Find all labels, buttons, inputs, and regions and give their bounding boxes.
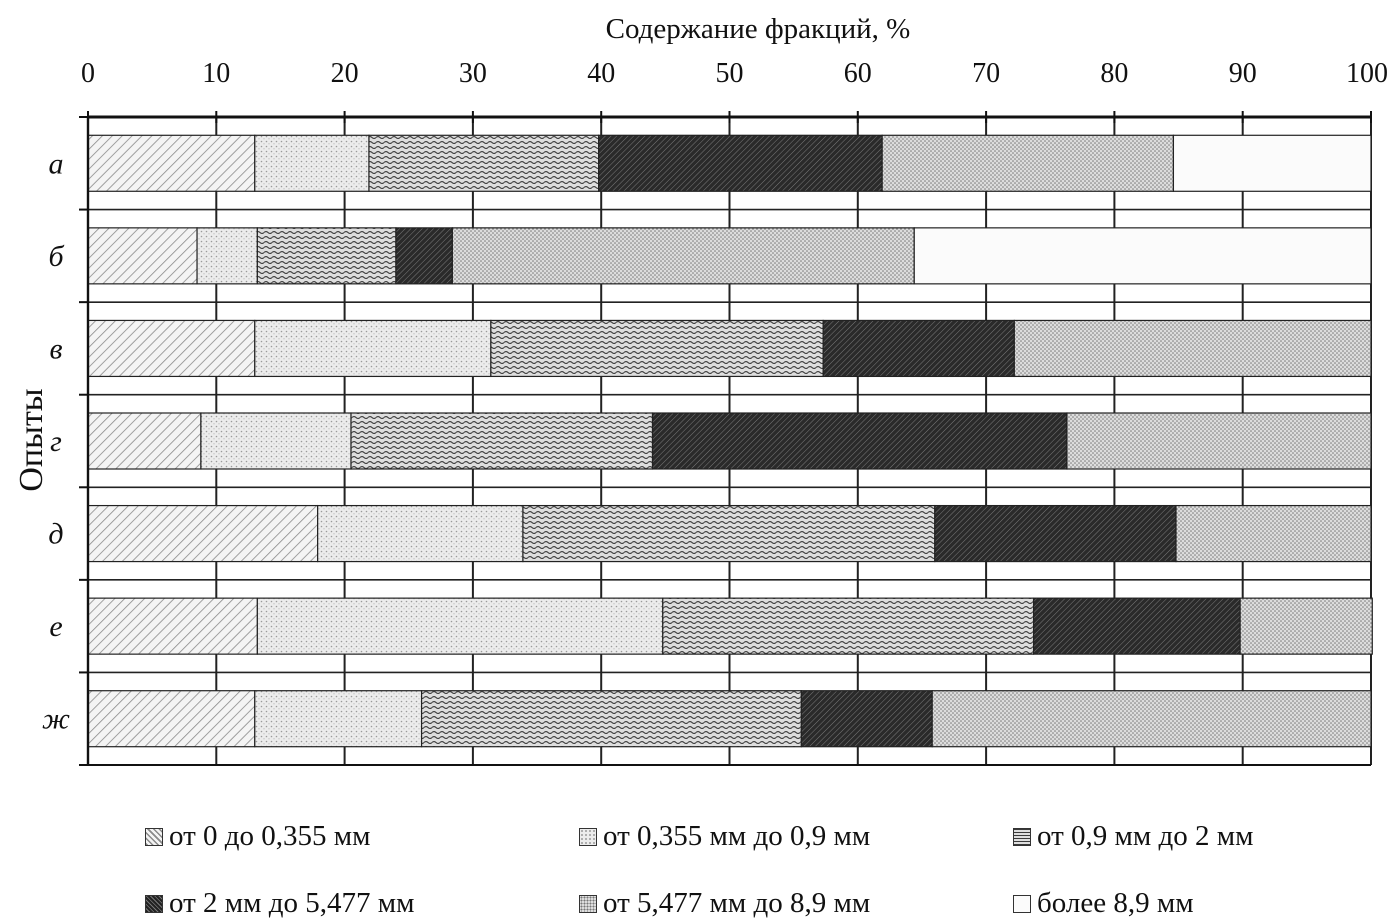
bar-segment bbox=[256, 597, 664, 655]
x-tick-label: 100 bbox=[1346, 58, 1388, 89]
bar-segment bbox=[196, 227, 258, 285]
bar-segment bbox=[254, 319, 492, 378]
bar-segment bbox=[87, 319, 256, 378]
x-tick-label: 10 bbox=[202, 58, 230, 89]
legend-item: от 0,355 мм до 0,9 мм bbox=[579, 820, 870, 853]
legend: от 0 до 0,355 мм от 0,355 мм до 0,9 мм о… bbox=[0, 800, 1396, 919]
legend-swatch bbox=[145, 894, 163, 913]
chart-title: Содержание фракций, % bbox=[606, 13, 911, 45]
bar-segment bbox=[254, 690, 423, 748]
bar-segment bbox=[87, 227, 198, 285]
bars bbox=[87, 134, 1373, 748]
x-tick-label: 20 bbox=[331, 58, 359, 89]
bar-segment bbox=[350, 412, 654, 470]
bar-segment bbox=[1032, 597, 1241, 655]
bar-segment bbox=[522, 504, 936, 563]
legend-item: от 2 мм до 5,477 мм bbox=[145, 887, 414, 920]
legend-label: более 8,9 мм bbox=[1037, 887, 1194, 919]
legend-label: от 0,355 мм до 0,9 мм bbox=[603, 820, 871, 852]
bar-segment bbox=[87, 597, 258, 655]
bar-segment bbox=[256, 227, 397, 285]
category-label: г bbox=[50, 425, 62, 458]
bar-segment bbox=[1239, 597, 1373, 655]
legend-swatch bbox=[579, 827, 597, 846]
bar-segment bbox=[934, 504, 1177, 563]
legend-label: от 0,9 мм до 2 мм bbox=[1037, 820, 1254, 852]
legend-swatch bbox=[1013, 827, 1031, 846]
bar-segment bbox=[1172, 134, 1372, 192]
category-label: а bbox=[49, 147, 64, 180]
legend-swatch bbox=[579, 894, 597, 913]
bar-segment bbox=[822, 319, 1015, 378]
bar-segment bbox=[881, 134, 1175, 192]
category-label: в bbox=[49, 332, 62, 365]
category-label: д bbox=[48, 518, 63, 551]
bar-segment bbox=[395, 227, 453, 285]
legend-swatch bbox=[1013, 894, 1031, 913]
legend-item: от 0,9 мм до 2 мм bbox=[1013, 820, 1253, 853]
x-tick-label: 80 bbox=[1100, 58, 1128, 89]
legend-item: более 8,9 мм bbox=[1013, 887, 1194, 920]
bar-segment bbox=[87, 134, 256, 192]
legend-label: от 0 до 0,355 мм bbox=[169, 820, 371, 852]
x-tick-label: 50 bbox=[716, 58, 744, 89]
bar-segment bbox=[420, 690, 802, 748]
category-label: б bbox=[48, 240, 64, 273]
legend-item: от 0 до 0,355 мм bbox=[145, 820, 371, 853]
category-label: е bbox=[49, 610, 62, 643]
bar-segment bbox=[1175, 504, 1372, 563]
x-tick-label: 90 bbox=[1229, 58, 1257, 89]
tick-labels: 0 10 20 30 40 50 60 70 80 90 100 bbox=[81, 58, 1388, 89]
x-tick-label: 0 bbox=[81, 58, 95, 89]
legend-label: от 5,477 мм до 8,9 мм bbox=[603, 887, 871, 919]
bar-segment bbox=[800, 690, 933, 748]
bar-segment bbox=[1013, 319, 1372, 378]
x-tick-label: 40 bbox=[587, 58, 615, 89]
bar-segment bbox=[200, 412, 352, 470]
legend-swatch bbox=[145, 827, 163, 846]
bar-segment bbox=[451, 227, 915, 285]
x-tick-label: 60 bbox=[844, 58, 872, 89]
category-labels: а б в г д е ж bbox=[42, 147, 70, 735]
legend-item: от 5,477 мм до 8,9 мм bbox=[579, 887, 870, 920]
x-tick-label: 30 bbox=[459, 58, 487, 89]
bar-segment bbox=[87, 504, 319, 563]
bar-segment bbox=[368, 134, 600, 192]
bar-segment bbox=[931, 690, 1372, 748]
bar-segment bbox=[317, 504, 524, 563]
bar-segment bbox=[490, 319, 824, 378]
bar-segment bbox=[254, 134, 370, 192]
y-axis-label: Опыты bbox=[13, 388, 50, 491]
bar-segment bbox=[87, 690, 256, 748]
bar-segment bbox=[651, 412, 1068, 470]
bar-segment bbox=[1066, 412, 1372, 470]
bar-segment bbox=[87, 412, 202, 470]
legend-label: от 2 мм до 5,477 мм bbox=[169, 887, 415, 919]
axes bbox=[79, 111, 1372, 766]
bar-segment bbox=[662, 597, 1035, 655]
x-tick-label: 70 bbox=[972, 58, 1000, 89]
bar-segment bbox=[598, 134, 883, 192]
bar-segment bbox=[913, 227, 1372, 285]
category-label: ж bbox=[42, 703, 70, 736]
